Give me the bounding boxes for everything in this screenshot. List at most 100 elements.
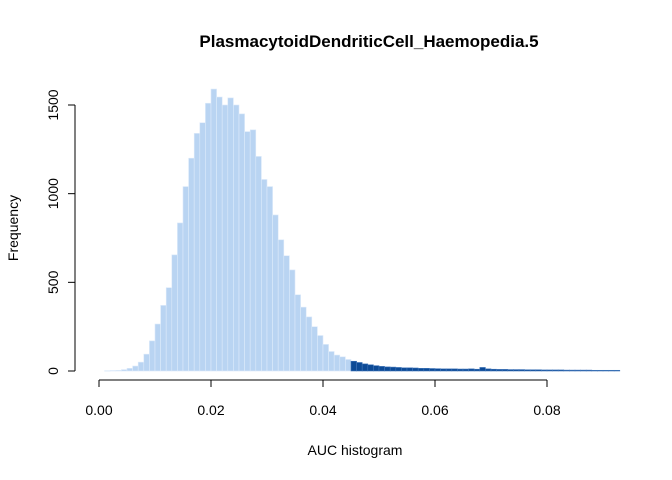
histogram-bar (585, 369, 593, 372)
histogram-bar (255, 156, 262, 372)
histogram-bar (591, 369, 598, 372)
histogram-bar (361, 363, 369, 372)
histogram-bar (384, 366, 391, 372)
chart-title: PlasmacytoidDendriticCell_Haemopedia.5 (199, 32, 538, 51)
histogram-bar (350, 360, 357, 372)
histogram-bar (104, 370, 111, 372)
histogram-bar (490, 368, 497, 372)
histogram-bar (389, 366, 397, 372)
histogram-bar (524, 369, 531, 372)
histogram-bar (429, 368, 436, 372)
histogram-bar (294, 294, 301, 372)
histogram-bar (143, 353, 150, 372)
histogram-bar (210, 88, 217, 372)
histogram-bar (541, 369, 548, 372)
x-tick-label: 0.04 (309, 402, 336, 418)
histogram-bar (121, 369, 128, 372)
histogram-bar (602, 369, 609, 372)
histogram-bar (608, 369, 615, 372)
histogram-bar (423, 368, 430, 372)
histogram-bar (188, 157, 195, 372)
histogram-bar (356, 362, 363, 372)
histogram-bar (165, 287, 173, 372)
histogram-bar (305, 316, 313, 372)
histogram-bar (406, 367, 413, 372)
histogram-bar (485, 368, 492, 372)
histogram-bar (154, 323, 161, 372)
histogram-bar (507, 369, 514, 372)
histogram-bar (518, 369, 525, 372)
histogram-bar (597, 369, 604, 372)
x-axis: 0.00 0.02 0.04 0.06 0.08 (85, 379, 561, 418)
histogram-bar (289, 269, 296, 372)
histogram-bar (457, 368, 464, 372)
histogram-bar (109, 370, 117, 372)
histogram-bar (451, 368, 458, 372)
histogram-bar (249, 129, 257, 372)
histogram-bar (216, 96, 223, 372)
histogram-bar (221, 104, 229, 372)
histogram-bar (272, 214, 279, 372)
histogram-bar (445, 368, 453, 372)
histogram-bar (149, 340, 156, 372)
histogram-bar (160, 305, 167, 372)
histogram-bar (227, 97, 234, 372)
histogram-bar (378, 366, 385, 372)
histogram-bar (513, 369, 520, 372)
y-axis: 0 500 1000 1500 (45, 89, 76, 375)
histogram-bar (261, 179, 268, 372)
histogram-bar (546, 369, 553, 372)
histogram-bar (339, 356, 346, 372)
histogram-bar (182, 186, 189, 372)
histogram-bar (137, 361, 145, 372)
histogram-bar (417, 368, 425, 372)
histogram-bar (199, 122, 206, 372)
histogram-bar (322, 344, 329, 372)
histogram-bar (238, 113, 245, 372)
histogram-bar (468, 368, 475, 372)
histogram-bar (367, 364, 374, 372)
histogram-bar (462, 368, 469, 372)
histogram-bar (501, 369, 509, 372)
histogram-bar (574, 369, 581, 372)
histogram-bar (233, 104, 240, 372)
histogram-bar (277, 239, 285, 372)
histogram-bar (535, 369, 542, 372)
histogram-bar (557, 369, 565, 372)
histogram-bar (552, 369, 559, 372)
histogram-bar (132, 365, 139, 372)
x-tick-label: 0.06 (421, 402, 448, 418)
histogram-bar (283, 255, 290, 372)
x-tick-label: 0.02 (197, 402, 224, 418)
histogram-bar (373, 365, 380, 372)
histogram-bar (126, 368, 133, 372)
y-tick-label: 500 (45, 270, 61, 294)
histogram-bar (395, 367, 402, 372)
y-tick-label: 0 (45, 367, 61, 375)
histogram-bar (345, 359, 352, 372)
histogram-bar (244, 131, 251, 372)
y-tick-label: 1000 (45, 178, 61, 209)
histogram-bar (496, 369, 503, 372)
histogram-bar (328, 351, 335, 372)
histogram-bar (266, 186, 273, 372)
histogram-bar (193, 133, 201, 372)
histogram-bar (569, 369, 576, 372)
y-tick-label: 1500 (45, 89, 61, 120)
histogram-bar (317, 335, 324, 372)
histogram-bar (613, 369, 621, 372)
histogram-bar (115, 369, 122, 372)
histogram-bar (434, 368, 441, 372)
histogram-bar (171, 254, 178, 372)
histogram-bar (300, 306, 307, 372)
histogram-bar (479, 367, 486, 372)
x-tick-label: 0.00 (85, 402, 112, 418)
histogram-bar (580, 369, 587, 372)
histogram-bar (529, 369, 537, 372)
histogram-bar (440, 368, 447, 372)
histogram-bar (205, 102, 212, 372)
x-tick-label: 0.08 (533, 402, 560, 418)
histogram-bar (177, 222, 184, 372)
x-axis-label: AUC histogram (308, 442, 403, 458)
